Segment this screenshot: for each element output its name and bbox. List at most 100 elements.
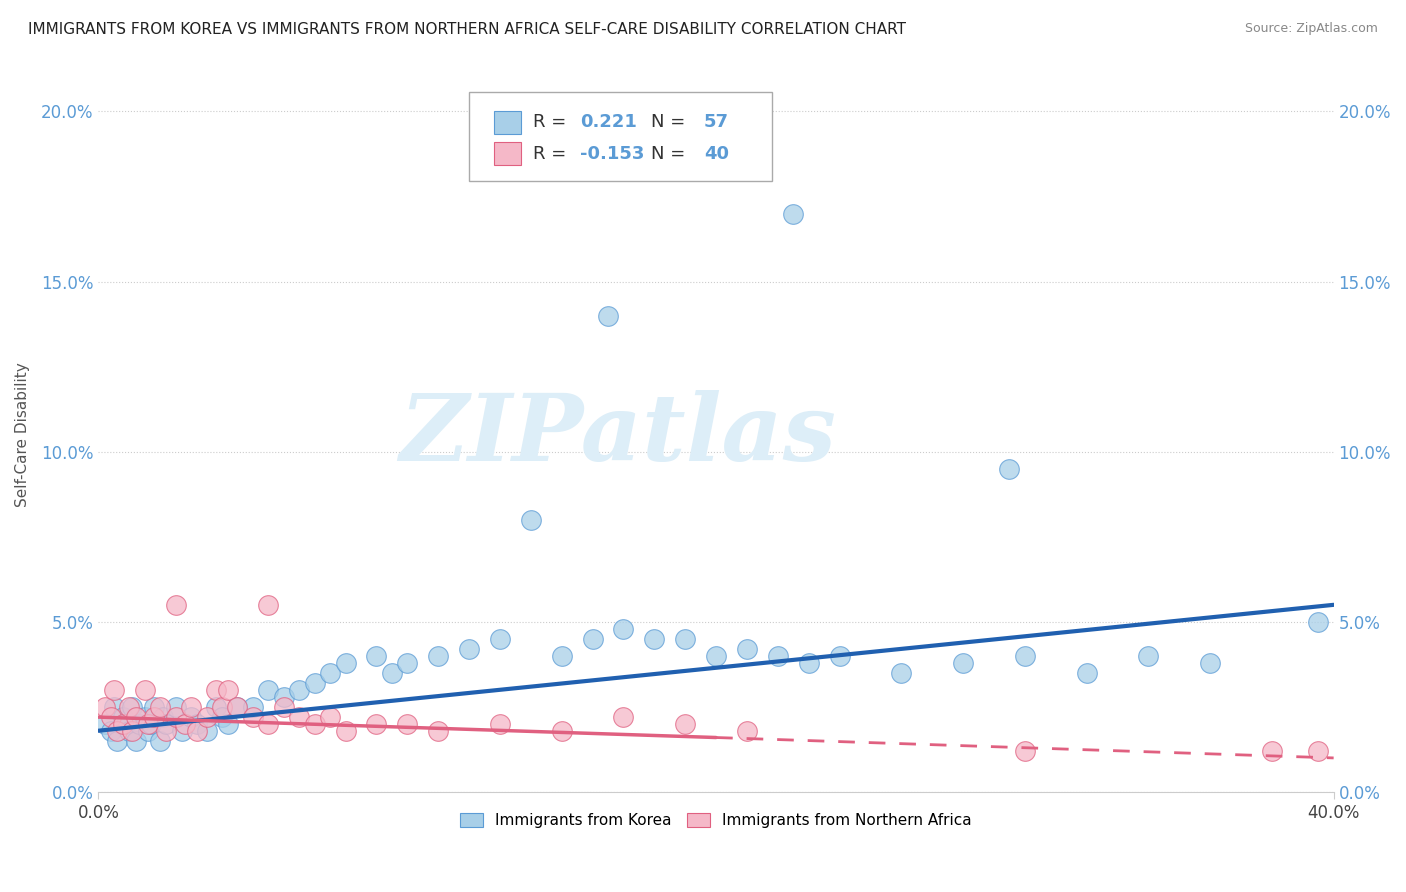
Point	[143, 699, 166, 714]
Point	[180, 710, 202, 724]
Text: 0.221: 0.221	[581, 113, 637, 131]
Point	[489, 717, 512, 731]
Text: 57: 57	[704, 113, 728, 131]
Point	[100, 723, 122, 738]
Legend: Immigrants from Korea, Immigrants from Northern Africa: Immigrants from Korea, Immigrants from N…	[454, 807, 979, 834]
Point	[335, 656, 357, 670]
Point	[520, 513, 543, 527]
Point	[735, 642, 758, 657]
Point	[797, 656, 820, 670]
Point	[165, 710, 187, 724]
Point	[304, 676, 326, 690]
Point	[766, 648, 789, 663]
Point	[550, 723, 572, 738]
Point	[112, 710, 135, 724]
Point	[211, 699, 233, 714]
Point	[124, 710, 146, 724]
Point	[550, 648, 572, 663]
Point	[217, 682, 239, 697]
Point	[155, 717, 177, 731]
Point	[155, 723, 177, 738]
Point	[105, 734, 128, 748]
Point	[170, 723, 193, 738]
Text: IMMIGRANTS FROM KOREA VS IMMIGRANTS FROM NORTHERN AFRICA SELF-CARE DISABILITY CO: IMMIGRANTS FROM KOREA VS IMMIGRANTS FROM…	[28, 22, 905, 37]
Point	[396, 717, 419, 731]
Point	[226, 699, 249, 714]
Point	[381, 665, 404, 680]
Point	[319, 710, 342, 724]
Point	[489, 632, 512, 646]
Text: ZIPatlas: ZIPatlas	[399, 390, 835, 480]
Point	[458, 642, 481, 657]
Point	[998, 461, 1021, 475]
Point	[288, 682, 311, 697]
Point	[180, 699, 202, 714]
Point	[149, 699, 172, 714]
Point	[204, 699, 226, 714]
Point	[319, 665, 342, 680]
Point	[136, 723, 159, 738]
Point	[1308, 744, 1330, 758]
Point	[257, 682, 280, 697]
Point	[366, 648, 388, 663]
Text: -0.153: -0.153	[581, 145, 644, 163]
Point	[1308, 615, 1330, 629]
Point	[273, 699, 295, 714]
Point	[204, 682, 226, 697]
Point	[103, 682, 125, 697]
Point	[100, 710, 122, 724]
Point	[1261, 744, 1284, 758]
Point	[673, 632, 696, 646]
Text: N =: N =	[651, 113, 690, 131]
Point	[735, 723, 758, 738]
Point	[152, 710, 174, 724]
Point	[186, 723, 208, 738]
Point	[93, 699, 115, 714]
Point	[288, 710, 311, 724]
Point	[1137, 648, 1160, 663]
Point	[174, 717, 197, 731]
Point	[121, 699, 143, 714]
Point	[115, 717, 138, 731]
Point	[612, 710, 634, 724]
FancyBboxPatch shape	[470, 92, 772, 181]
Point	[93, 717, 115, 731]
Point	[139, 717, 162, 731]
Point	[1076, 665, 1098, 680]
Point	[186, 717, 208, 731]
Point	[427, 648, 450, 663]
Point	[643, 632, 665, 646]
Point	[257, 717, 280, 731]
Point	[211, 710, 233, 724]
FancyBboxPatch shape	[494, 111, 520, 134]
Point	[890, 665, 912, 680]
Point	[1014, 744, 1036, 758]
Point	[242, 710, 264, 724]
Point	[165, 598, 187, 612]
Point	[242, 699, 264, 714]
Point	[226, 699, 249, 714]
Point	[427, 723, 450, 738]
Text: 40: 40	[704, 145, 728, 163]
Point	[217, 717, 239, 731]
Point	[112, 717, 135, 731]
Point	[704, 648, 727, 663]
Point	[952, 656, 974, 670]
Point	[121, 723, 143, 738]
Y-axis label: Self-Care Disability: Self-Care Disability	[15, 362, 30, 507]
Point	[257, 598, 280, 612]
Point	[612, 622, 634, 636]
Point	[673, 717, 696, 731]
Point	[118, 699, 141, 714]
Point	[124, 734, 146, 748]
Point	[782, 206, 804, 220]
Point	[396, 656, 419, 670]
Point	[118, 723, 141, 738]
Point	[304, 717, 326, 731]
FancyBboxPatch shape	[494, 143, 520, 165]
Point	[105, 723, 128, 738]
Text: R =: R =	[533, 145, 572, 163]
Point	[134, 682, 156, 697]
Point	[134, 710, 156, 724]
Point	[581, 632, 603, 646]
